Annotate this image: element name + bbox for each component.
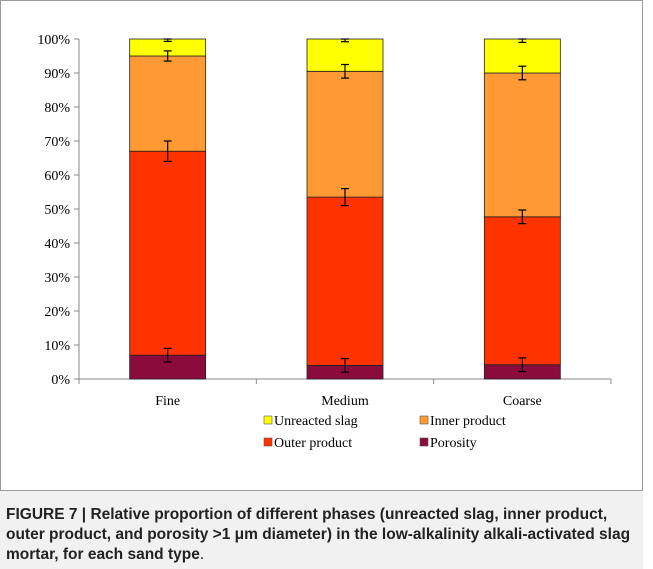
error-bar-unreacted-slag [518, 38, 527, 44]
y-tick-label: 80% [44, 101, 70, 116]
x-tick-label: Medium [321, 394, 369, 409]
bar-segment-inner-product [129, 55, 207, 152]
bar-segment-outer-product [129, 150, 207, 356]
error-bar-outer-product [163, 140, 172, 162]
legend-swatch [419, 415, 429, 425]
x-tick-label: Fine [155, 394, 180, 409]
error-bar-outer-product [518, 209, 527, 225]
legend-label: Porosity [430, 436, 477, 451]
y-tick-label: 40% [44, 237, 70, 252]
bar-segment-inner-product [483, 72, 561, 218]
x-tick-label: Coarse [503, 394, 542, 409]
y-tick-label: 100% [37, 33, 70, 48]
legend-label: Inner product [430, 414, 506, 429]
legend-swatch [263, 437, 273, 447]
error-bar-porosity [163, 347, 172, 363]
y-tick-label: 0% [51, 373, 70, 388]
bar-segment-outer-product [306, 196, 384, 366]
y-tick-label: 20% [44, 305, 70, 320]
legend-swatch [263, 415, 273, 425]
caption-end: . [199, 546, 205, 563]
chart-frame: 0% 10% 20% 30% 40% 50% 60% 70% 80% 90% 100% Fine Med… [0, 0, 643, 491]
error-bar-inner-product [163, 50, 172, 62]
bar-segment-outer-product [483, 216, 561, 366]
legend-label: Unreacted slag [274, 414, 358, 429]
error-bar-inner-product [518, 65, 527, 81]
legend-swatch [419, 437, 429, 447]
y-tick-label: 50% [44, 203, 70, 218]
caption-text: Relative proportion of different phases … [6, 506, 631, 563]
error-bar-inner-product [341, 63, 349, 79]
y-tick-label: 10% [44, 339, 70, 354]
error-bar-unreacted-slag [163, 38, 172, 42]
error-bar-unreacted-slag [341, 38, 349, 43]
y-tick-label: 30% [44, 271, 70, 286]
bar-segment-inner-product [306, 70, 384, 198]
figure-caption: FIGURE 7 | Relative proportion of differ… [0, 491, 643, 569]
error-bar-porosity [341, 358, 349, 373]
error-bar-outer-product [341, 188, 349, 207]
caption-label: FIGURE 7 | [6, 506, 91, 523]
y-tick-label: 90% [44, 67, 70, 82]
stacked-bar-chart: 0% 10% 20% 30% 40% 50% 60% 70% 80% 90% 100% Fine Med… [37, 33, 612, 451]
error-bar-porosity [518, 357, 527, 373]
y-tick-label: 60% [44, 169, 70, 184]
legend-label: Outer product [274, 436, 352, 451]
y-tick-label: 70% [44, 135, 70, 150]
